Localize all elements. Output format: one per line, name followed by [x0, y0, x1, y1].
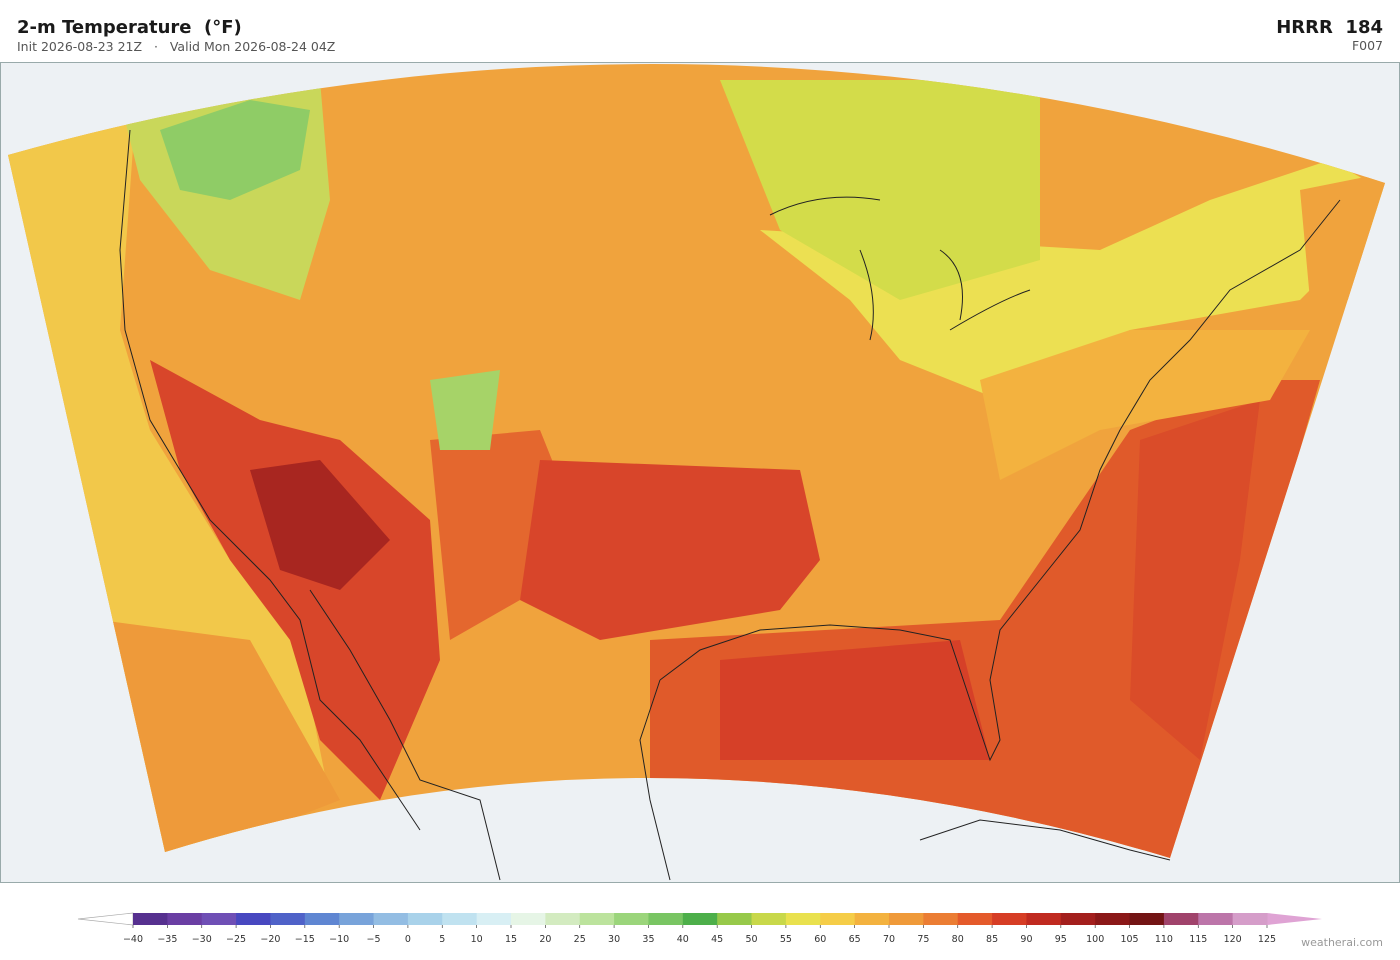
colorbar-segment [579, 913, 615, 925]
colorbar: −40 −35 −30 −25 −20 −15 −10 −5 0 5 10 15 20 25 30 35 40 4… [77, 912, 1322, 945]
colorbar-over [1267, 913, 1322, 925]
colorbar-tick-label: −40 [123, 934, 143, 945]
colorbar-tick-label: 90 [1020, 934, 1032, 945]
colorbar-segment [270, 913, 306, 925]
colorbar-segment [1026, 913, 1062, 925]
title: 2-m Temperature (°F) [17, 17, 242, 38]
colorbar-segment [167, 913, 203, 925]
colorbar-tick-label: 0 [405, 934, 411, 945]
temperature-field [8, 64, 1385, 858]
colorbar-segment [373, 913, 409, 925]
colorbar-tick-label: 45 [711, 934, 723, 945]
colorbar-tick-label: 15 [505, 934, 517, 945]
colorbar-segment [648, 913, 684, 925]
colorbar-tick-label: 35 [642, 934, 654, 945]
colorbar-segment [1129, 913, 1165, 925]
colorbar-segment [133, 913, 168, 925]
colorbar-tick-label: 100 [1086, 934, 1104, 945]
field-zone [520, 460, 820, 640]
field-zone [430, 370, 500, 450]
colorbar-segment [236, 913, 271, 925]
colorbar-tick-label: 65 [849, 934, 861, 945]
colorbar-segment [442, 913, 478, 925]
colorbar-tick-label: 70 [883, 934, 895, 945]
colorbar-tick-label: 105 [1120, 934, 1138, 945]
colorbar-segment [751, 913, 787, 925]
colorbar-segment [511, 913, 546, 925]
colorbar-tick-label: −20 [260, 934, 280, 945]
colorbar-tick-label: 5 [439, 934, 445, 945]
colorbar-tick-label: −10 [329, 934, 349, 945]
field-zone [430, 430, 560, 640]
colorbar-tick-label: 125 [1258, 934, 1276, 945]
colorbar-segment [1095, 913, 1131, 925]
model: HRRR 184 [1276, 17, 1383, 38]
coastline [639, 679, 671, 881]
colorbar-segment [339, 913, 375, 925]
colorbar-tick-label: 40 [677, 934, 689, 945]
field-zone [720, 80, 1040, 300]
coastline [119, 129, 421, 831]
colorbar-segment [854, 913, 890, 925]
colorbar-tick-label: 20 [539, 934, 551, 945]
subtitle: Init 2026-08-23 21Z · Valid Mon 2026-08-… [17, 39, 335, 54]
field-zone [980, 330, 1310, 480]
colorbar-segment [1163, 913, 1199, 925]
coastlines [119, 129, 1341, 881]
colorbar-segment [304, 913, 340, 925]
colorbar-tick-label: 55 [780, 934, 792, 945]
colorbar-tick-label: 85 [986, 934, 998, 945]
colorbar-tick-label: −25 [226, 934, 246, 945]
colorbar-tick-label: 10 [471, 934, 483, 945]
colorbar-tick-label: 110 [1155, 934, 1173, 945]
colorbar-tick-label: 25 [574, 934, 586, 945]
colorbar-segment [785, 913, 821, 925]
colorbar-tick-label: −5 [367, 934, 381, 945]
colorbar-tick-label: −15 [295, 934, 315, 945]
field-zone [250, 460, 390, 590]
colorbar-segment [1060, 913, 1096, 925]
colorbar-segment [407, 913, 443, 925]
colorbar-segment [545, 913, 581, 925]
coastline [659, 199, 1341, 762]
colorbar-segment [992, 913, 1027, 925]
colorbar-under [77, 912, 134, 926]
watermark: weatherai.com [1301, 936, 1383, 949]
field-zone [150, 360, 440, 800]
colorbar-tick-label: 60 [814, 934, 826, 945]
colorbar-tick-label: 75 [917, 934, 929, 945]
coastline [919, 819, 1171, 861]
colorbar-segment [476, 913, 512, 925]
colorbar-tick-label: −30 [192, 934, 212, 945]
field-zone [1130, 400, 1260, 760]
field-zone [760, 160, 1385, 400]
coastline [309, 589, 501, 881]
colorbar-segment [1198, 913, 1234, 925]
colorbar-tick-label: 80 [952, 934, 964, 945]
colorbar-segment [614, 913, 649, 925]
field-zone [720, 640, 990, 760]
colorbar-tick-label: 95 [1055, 934, 1067, 945]
colorbar-tick-label: 50 [745, 934, 757, 945]
colorbar-tick-label: −35 [157, 934, 177, 945]
colorbar-segment [682, 913, 718, 925]
colorbar-tick-label: 30 [608, 934, 620, 945]
colorbar-segment [201, 913, 237, 925]
colorbar-segment [957, 913, 993, 925]
colorbar-segment [1232, 913, 1268, 925]
colorbar-segment [889, 913, 924, 925]
colorbar-tick-label: 115 [1189, 934, 1207, 945]
great-lakes [769, 196, 1031, 341]
colorbar-segment [923, 913, 959, 925]
colorbar-tick-label: 120 [1224, 934, 1242, 945]
forecast-hour: F007 [1352, 38, 1383, 53]
field-zone [160, 100, 310, 200]
colorbar-segment [820, 913, 856, 925]
colorbar-segment [717, 913, 753, 925]
